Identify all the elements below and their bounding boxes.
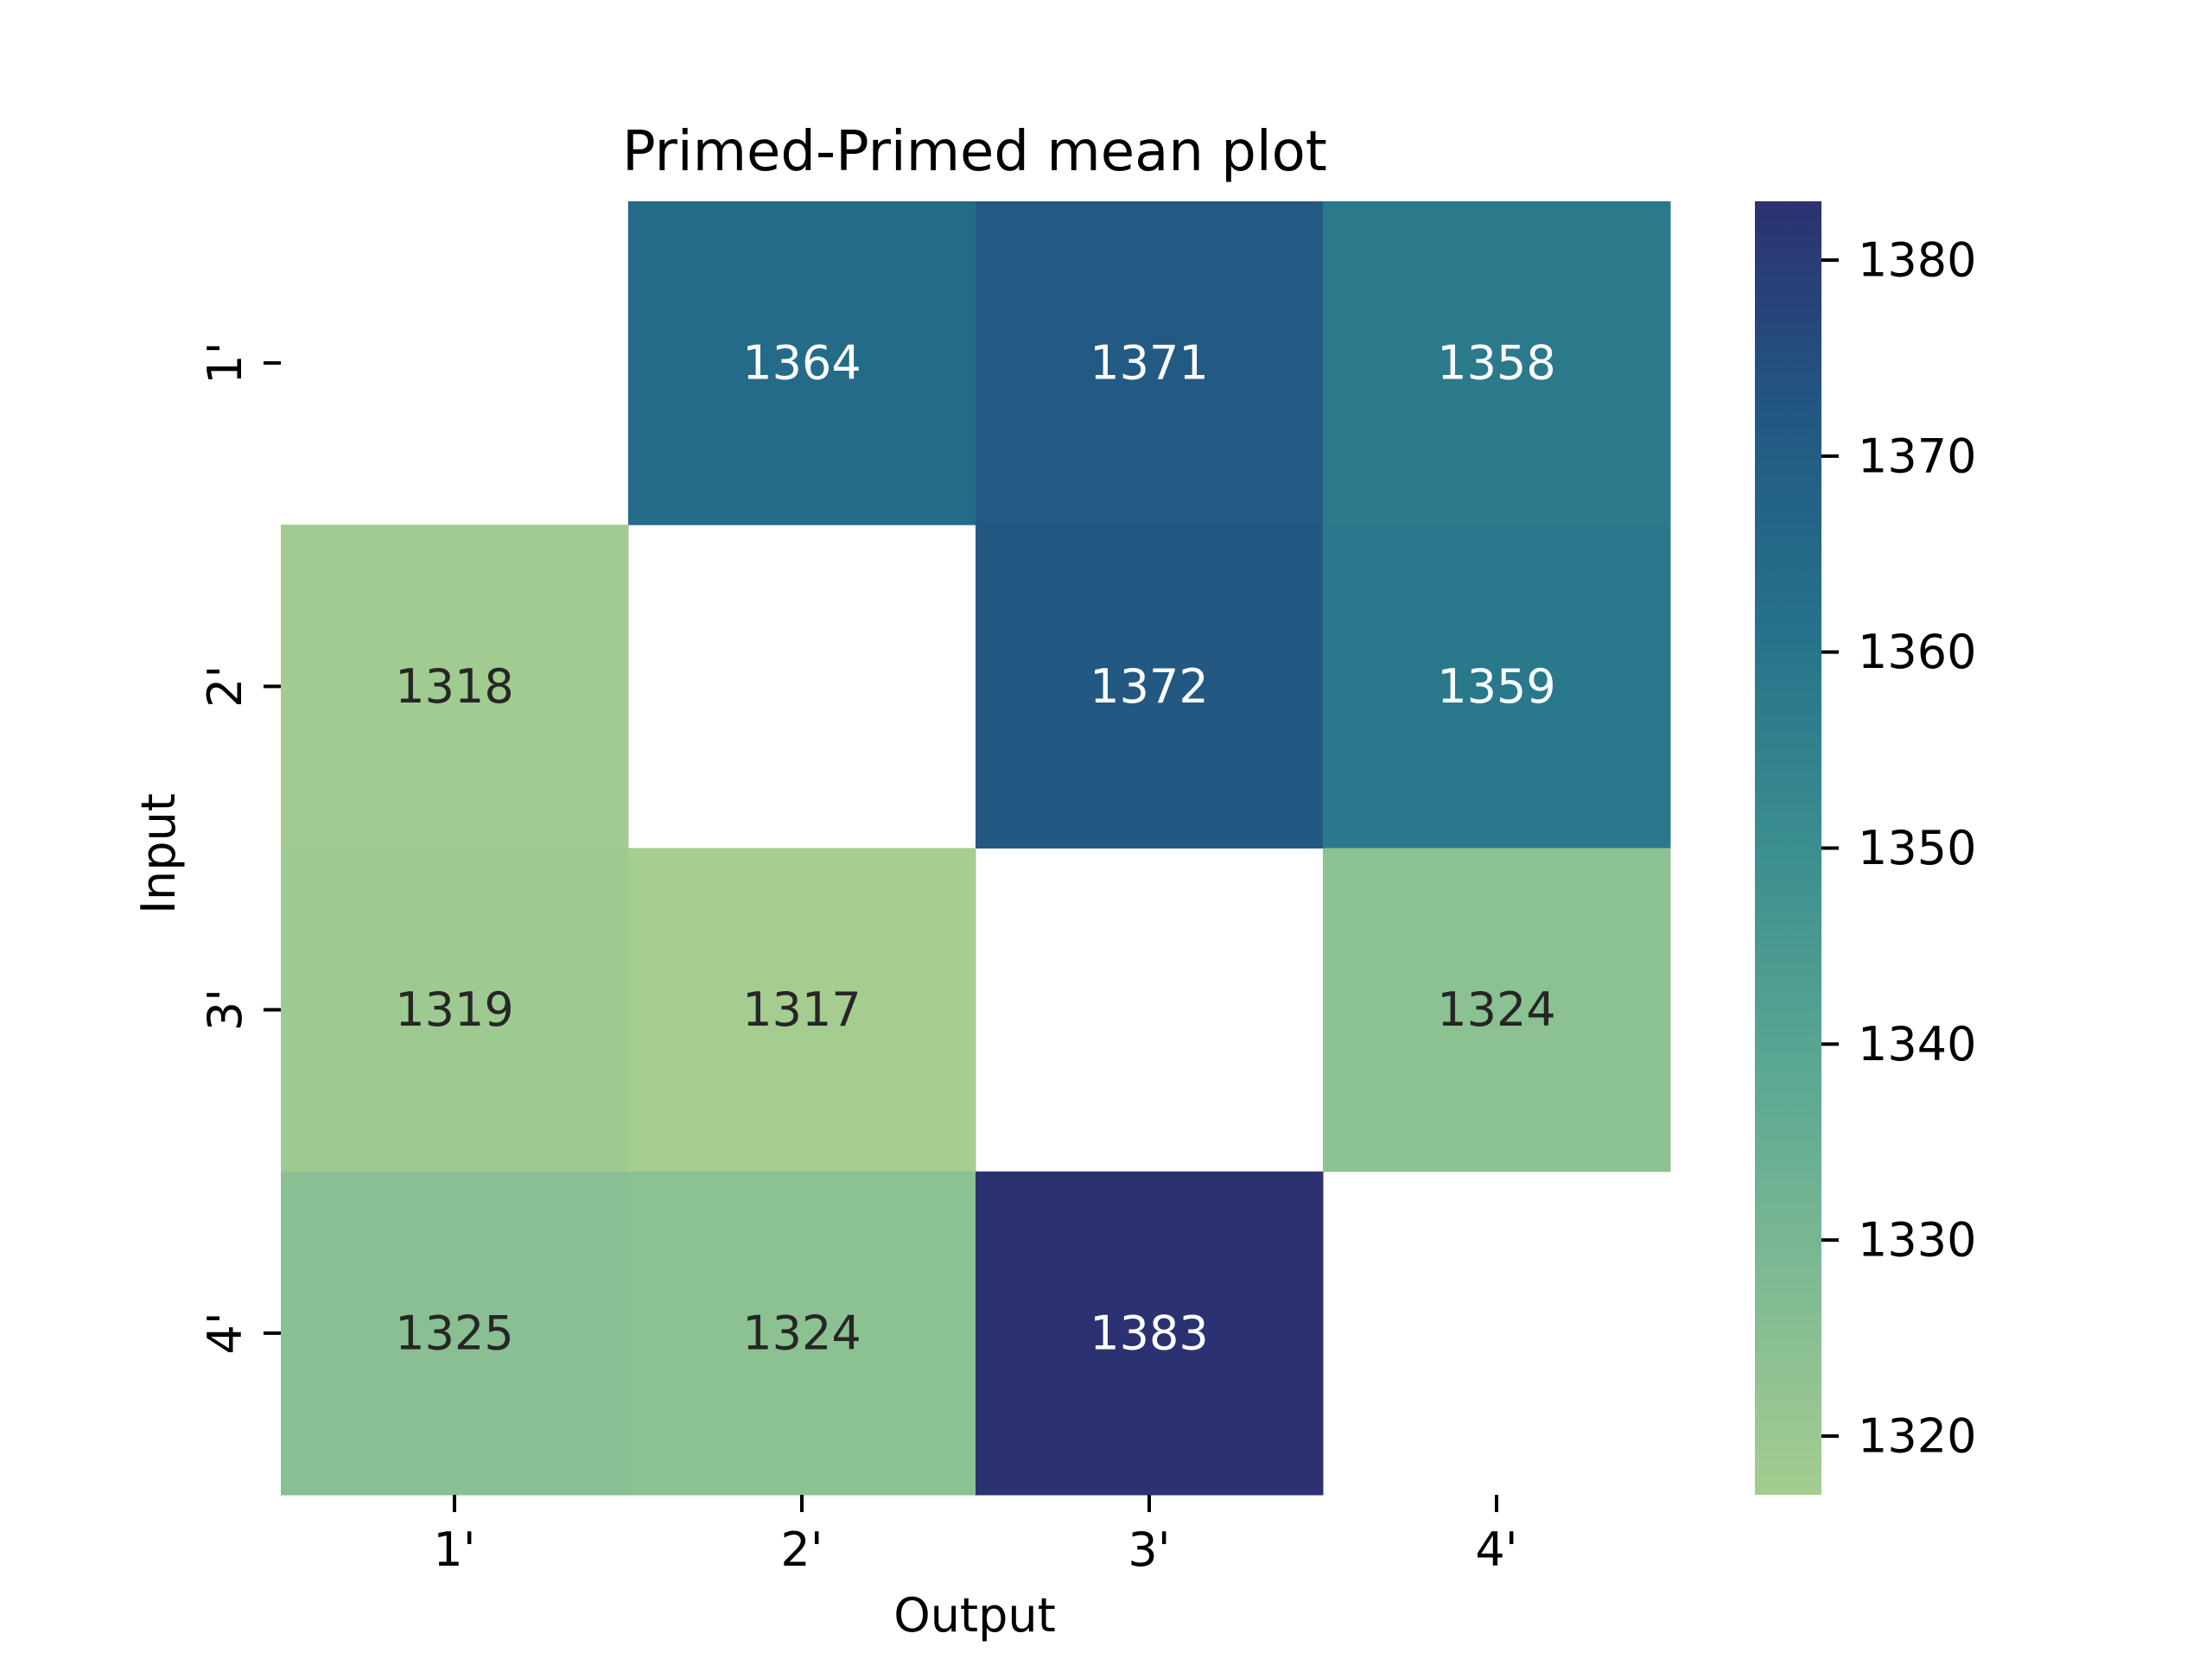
cell-value-label: 1372 [1090,659,1208,714]
y-tick-label: 4' [198,1312,252,1354]
heatmap-cell [281,524,629,849]
heatmap-cell [628,848,976,1173]
cell-value-label: 1364 [742,336,861,391]
cell-value-label: 1319 [395,982,513,1037]
x-tick-label: 4' [1475,1522,1517,1577]
heatmap-cell [281,1171,629,1496]
heatmap-cell [628,201,976,525]
cell-value-label: 1324 [742,1306,861,1360]
y-axis-label: Input [131,793,186,914]
cell-value-label: 1325 [395,1306,513,1360]
cell-value-label: 1359 [1437,659,1555,714]
cell-value-label: 1371 [1090,336,1208,391]
heatmap-cell [628,1171,976,1496]
x-axis-label: Output [893,1588,1056,1643]
cell-value-label: 1324 [1437,982,1555,1037]
heatmap-cell [1323,848,1671,1173]
heatmap-cell [1323,201,1671,525]
cell-value-label: 1383 [1090,1306,1208,1360]
heatmap-cell [976,1171,1324,1496]
colorbar-tick-label: 1320 [1858,1408,1976,1463]
colorbar-tick-label: 1340 [1858,1017,1976,1071]
heatmap-cells: 1364 1371 1358 1318 1372 1359 1319 1317 1324 1325… [281,201,1671,1496]
x-tick-label: 2' [780,1522,823,1577]
y-axis: 1' 2' 3' 4' [198,342,281,1354]
cell-value-label: 1318 [395,659,513,714]
x-tick-label: 1' [433,1522,475,1577]
x-tick-label: 3' [1128,1522,1170,1577]
x-axis: 1' 2' 3' 4' [433,1495,1518,1577]
heatmap-cell [976,201,1324,525]
heatmap-cell [976,524,1324,849]
cell-value-label: 1317 [742,982,861,1037]
colorbar [1755,201,1821,1495]
colorbar-axis: 1320 1330 1340 1350 1360 1370 1380 [1821,233,1976,1463]
colorbar-tick-label: 1330 [1858,1213,1976,1268]
colorbar-tick-label: 1360 [1858,625,1976,679]
chart-title: Primed-Primed mean plot [622,120,1327,184]
heatmap-cell [1323,524,1671,849]
y-tick-label: 3' [198,988,252,1031]
colorbar-tick-label: 1380 [1858,233,1976,288]
heatmap-cell [281,848,629,1173]
colorbar-tick-label: 1350 [1858,821,1976,875]
y-tick-label: 2' [198,665,252,708]
cell-value-label: 1358 [1437,336,1555,391]
y-tick-label: 1' [198,342,252,385]
colorbar-tick-label: 1370 [1858,429,1976,483]
